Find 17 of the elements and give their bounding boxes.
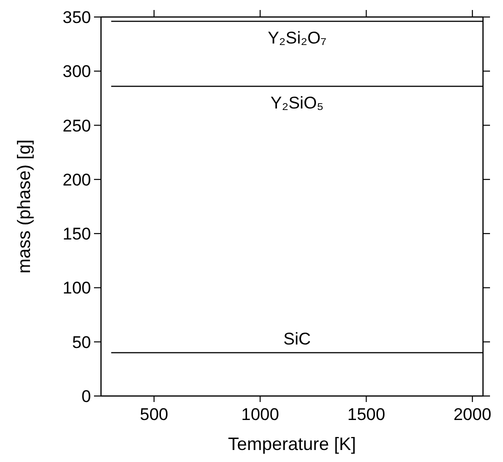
x-tick-label: 1000 [241, 405, 280, 424]
x-tick-label: 500 [140, 405, 168, 424]
y-tick-label: 350 [62, 8, 91, 27]
y-tick-label: 250 [62, 116, 91, 136]
x-tick-label: 1500 [347, 405, 386, 424]
y-tick-label: 100 [62, 278, 91, 298]
x-tick-label: 2000 [453, 405, 492, 424]
legend-label: Y₂Si₂O₇ [268, 28, 327, 48]
x-axis-title: Temperature [K] [228, 434, 356, 454]
y-tick-label: 50 [72, 332, 91, 352]
y-tick-label: 0 [82, 387, 91, 406]
series-label: Y₂SiO₅ [270, 93, 324, 112]
series-label: SiC [283, 330, 311, 349]
y-tick-label: 300 [62, 62, 91, 82]
y-axis-title: mass (phase) [g] [14, 139, 34, 274]
y-tick-label: 200 [62, 170, 91, 190]
y-tick-label: 150 [62, 224, 91, 244]
